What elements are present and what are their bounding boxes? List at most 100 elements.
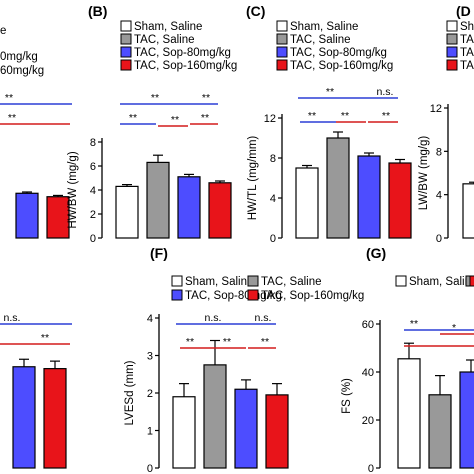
bar-A-sop160 bbox=[46, 196, 70, 239]
sig-label-C: ** bbox=[326, 86, 334, 98]
legend-swatch-B bbox=[120, 20, 132, 32]
legend-label-fragment-D: TA bbox=[460, 60, 474, 72]
bar-F-sop160 bbox=[265, 394, 289, 469]
legend-label-fragment-D: Sh bbox=[460, 21, 474, 33]
y-axis-label-F: LVESd (mm) bbox=[124, 360, 136, 425]
y-axis-label-C: HW/TL (mg/mm) bbox=[247, 136, 259, 221]
sig-label-F: n.s. bbox=[255, 312, 272, 324]
sig-label-E: n.s. bbox=[4, 312, 21, 324]
sig-label-F: ** bbox=[223, 336, 231, 348]
y-tick-label-B: 4 bbox=[90, 185, 96, 197]
bar-C-sham bbox=[295, 167, 319, 239]
y-tick-label-F: 1 bbox=[147, 426, 153, 438]
legend-label-C: TAC, Sop-80mg/kg bbox=[290, 47, 387, 59]
bar-E-sop80 bbox=[12, 366, 36, 469]
bar-C-tac bbox=[326, 137, 350, 239]
sig-label-E: ** bbox=[41, 332, 49, 344]
sig-label-G: * bbox=[452, 322, 456, 334]
legend-label-F: TAC, Sop-160mg/kg bbox=[261, 290, 364, 302]
legend-label-fragment-A: 60mg/kg bbox=[0, 65, 44, 77]
panel-label-F: (F) bbox=[150, 245, 168, 261]
sig-label-B: ** bbox=[129, 112, 137, 124]
legend-swatch-C bbox=[276, 46, 288, 58]
panel-label-B: (B) bbox=[88, 3, 107, 19]
bar-G-tac bbox=[428, 394, 452, 469]
sig-label-C: n.s. bbox=[377, 86, 394, 98]
legend-swatch-B bbox=[120, 46, 132, 58]
bar-E-sop160 bbox=[43, 368, 67, 469]
bar-G-sop80 bbox=[459, 371, 474, 469]
legend-label-B: Sham, Saline bbox=[134, 21, 202, 33]
y-tick-label-G: 60 bbox=[362, 319, 374, 331]
bar-C-sop80 bbox=[357, 155, 381, 239]
bar-F-sham bbox=[172, 396, 196, 469]
legend-swatch-B bbox=[120, 59, 132, 71]
bar-B-sop160 bbox=[208, 182, 232, 239]
bar-B-sop80 bbox=[177, 176, 201, 239]
legend-swatch-D bbox=[446, 59, 458, 71]
y-tick-label-D: 4 bbox=[436, 190, 442, 202]
legend-label-B: TAC, Saline bbox=[134, 34, 195, 46]
y-axis-label-D: LW/BW (mg/g) bbox=[418, 136, 430, 211]
y-tick-label-B: 2 bbox=[90, 209, 96, 221]
legend-label-fragment-D: TA bbox=[460, 47, 474, 59]
legend-label-C: TAC, Saline bbox=[290, 34, 351, 46]
legend-swatch-D bbox=[446, 46, 458, 58]
legend-swatch-C bbox=[276, 59, 288, 71]
legend-swatch-F bbox=[171, 289, 183, 301]
sig-label-B: ** bbox=[201, 112, 209, 124]
bar-B-tac bbox=[146, 161, 170, 239]
legend-swatch-F bbox=[247, 275, 259, 287]
legend-swatch-D bbox=[446, 33, 458, 45]
sig-label-F: ** bbox=[261, 336, 269, 348]
y-tick-label-B: 6 bbox=[90, 161, 96, 173]
sig-label-A: ** bbox=[5, 92, 13, 104]
legend-label-fragment-A: 0mg/kg bbox=[0, 51, 38, 63]
legend-label-C: Sham, Saline bbox=[290, 21, 358, 33]
legend-swatch-C bbox=[276, 20, 288, 32]
y-tick-label-B: 8 bbox=[90, 137, 96, 149]
y-tick-label-F: 4 bbox=[147, 313, 153, 325]
y-tick-label-D: 0 bbox=[436, 233, 442, 245]
y-tick-label-B: 0 bbox=[90, 233, 96, 245]
legend-label-B: TAC, Sop-80mg/kg bbox=[134, 47, 231, 59]
bar-F-tac bbox=[203, 364, 227, 469]
y-tick-label-D: 12 bbox=[430, 103, 442, 115]
y-tick-label-C: 12 bbox=[264, 113, 276, 125]
sig-label-G: ** bbox=[410, 318, 418, 330]
y-tick-label-C: 4 bbox=[270, 193, 276, 205]
panel-label-D: (D bbox=[456, 3, 471, 19]
legend-label-C: TAC, Sop-160mg/kg bbox=[290, 60, 393, 72]
bar-C-sop160 bbox=[388, 162, 412, 239]
y-tick-label-F: 3 bbox=[147, 351, 153, 363]
sig-label-F: ** bbox=[186, 336, 194, 348]
y-axis-label-G: FS (%) bbox=[341, 378, 353, 414]
legend-label-F: Sham, Saline bbox=[185, 276, 253, 288]
y-tick-label-C: 0 bbox=[270, 233, 276, 245]
bar-A-sop80 bbox=[15, 192, 39, 239]
y-tick-label-G: 0 bbox=[368, 463, 374, 474]
sig-label-B: ** bbox=[202, 92, 210, 104]
sig-label-B: ** bbox=[151, 92, 159, 104]
sig-label-C: ** bbox=[341, 110, 349, 122]
legend-label-G: Sham, Saline bbox=[409, 276, 474, 288]
sig-label-C: ** bbox=[382, 110, 390, 122]
legend-swatch-F bbox=[247, 289, 259, 301]
legend-label-fragment-D: TA bbox=[460, 34, 474, 46]
bar-D-sham bbox=[462, 183, 474, 239]
legend-label-F: TAC, Saline bbox=[261, 276, 322, 288]
bar-G-sham bbox=[397, 358, 421, 469]
bar-F-sop80 bbox=[234, 388, 258, 469]
y-tick-label-C: 8 bbox=[270, 153, 276, 165]
legend-swatch-C bbox=[276, 33, 288, 45]
legend-swatch-F bbox=[171, 275, 183, 287]
y-tick-label-F: 2 bbox=[147, 388, 153, 400]
y-tick-label-G: 20 bbox=[362, 415, 374, 427]
y-tick-label-F: 0 bbox=[147, 463, 153, 474]
y-tick-label-D: 8 bbox=[436, 146, 442, 158]
panel-label-C: (C) bbox=[246, 3, 265, 19]
legend-swatch-G bbox=[395, 275, 407, 287]
sig-label-F: n.s. bbox=[205, 312, 222, 324]
sig-label-C: ** bbox=[308, 110, 316, 122]
